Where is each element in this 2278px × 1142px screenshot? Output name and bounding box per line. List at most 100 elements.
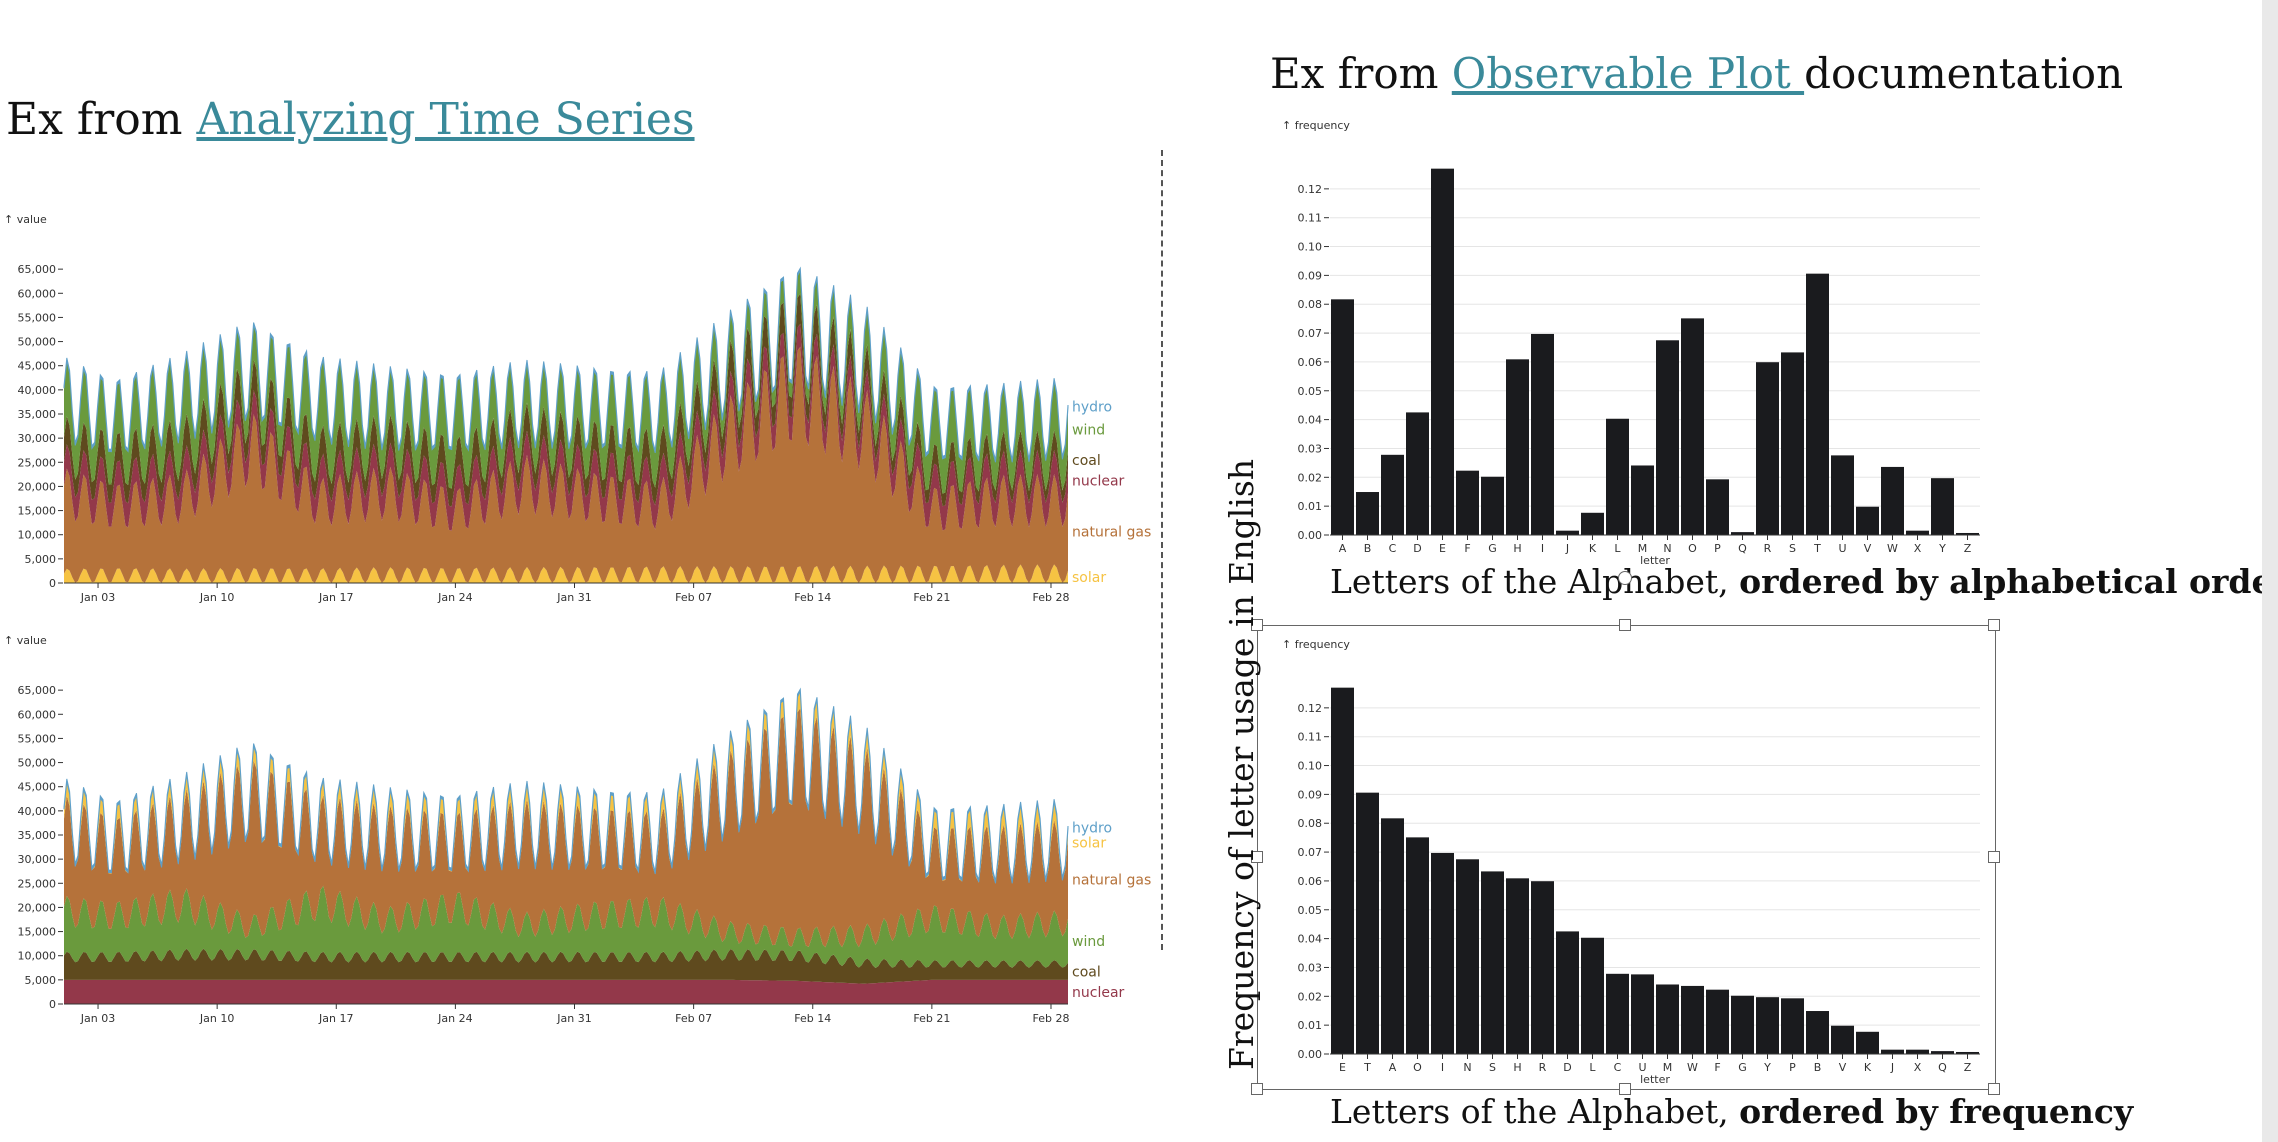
link-observable-plot[interactable]: Observable Plot [1451,49,1805,98]
x-tick-label-D: D [1413,542,1421,555]
x-tick-label-H: H [1513,1061,1521,1074]
caption-alphabetical: Letters of the Alphabet, ordered by alph… [1330,562,2278,602]
area-series-hydro [63,687,1069,884]
bar-H [1506,878,1529,1054]
area-series-nuclear [64,323,1068,531]
series-label-solar: solar [1072,570,1106,586]
series-label-hydro: hydro [1072,820,1112,836]
y-tick-label: 0.08 [1298,298,1323,311]
y-tick-label: 10,000 [18,950,57,963]
y-tick-label: 0.01 [1298,1019,1323,1032]
resize-handle-tr[interactable] [1988,619,2000,631]
x-tick-label: Jan 10 [199,591,234,604]
bar-V [1831,1025,1854,1054]
resize-handle-bl[interactable] [1251,1083,1263,1095]
x-tick-label-I: I [1541,542,1544,555]
heading-right-prefix: Ex from [1270,49,1452,98]
y-tick-label: 25,000 [18,877,57,890]
x-tick-label-W: W [1887,542,1898,555]
link-analyzing-time-series[interactable]: Analyzing Time Series [196,94,695,145]
y-tick-label: 50,000 [18,757,57,770]
bar-N [1456,859,1479,1054]
y-tick-label: 0.06 [1298,875,1323,888]
resize-handle-bm[interactable] [1619,1083,1631,1095]
y-tick-label: 40,000 [18,805,57,818]
y-tick-label: 30,000 [18,432,57,445]
x-tick-label: Jan 10 [199,1012,234,1025]
x-tick-label-Q: Q [1938,1061,1947,1074]
bar-P [1781,998,1804,1054]
bar-L [1606,418,1629,535]
x-tick-label-O: O [1688,542,1697,555]
area-series-nuclear [64,979,1068,1004]
y-axis-label: ↑ value [4,213,47,226]
caption-bottom-bold: ordered by frequency [1739,1092,2134,1131]
x-tick-label-K: K [1589,542,1597,555]
x-tick-label-Z: Z [1964,542,1972,555]
x-tick-label: Jan 17 [318,1012,353,1025]
area-series-wind [64,270,1068,494]
x-tick-label-I: I [1441,1061,1444,1074]
caption-top-bold: ordered by alphabetical order [1739,562,2278,601]
x-tick-label: Feb 07 [675,1012,712,1025]
y-tick-label: 0.10 [1298,760,1323,773]
bar-P [1706,479,1729,535]
bar-J [1556,530,1579,535]
bar-T [1806,273,1829,535]
bar-A [1331,299,1354,535]
x-tick-label-C: C [1389,542,1397,555]
bar-D [1556,931,1579,1054]
bar-A [1381,818,1404,1054]
x-tick-label: Jan 31 [556,1012,591,1025]
bar-K [1856,1031,1879,1054]
y-tick-label: 10,000 [18,529,57,542]
resize-handle-tl[interactable] [1251,619,1263,631]
y-tick-label: 0.12 [1298,702,1323,715]
x-tick-label-V: V [1864,542,1872,555]
area-series-coal [64,948,1068,984]
x-tick-label-B: B [1364,542,1372,555]
bar-D [1406,412,1429,535]
stacked-area-chart-1: ↑ value 0 5,000 10,000 15,000 20,000 25,000 30,… [4,213,1151,604]
bar-F [1706,989,1729,1054]
rotate-handle[interactable] [1618,571,1632,585]
y-tick-label: 30,000 [18,853,57,866]
resize-handle-ml[interactable] [1251,851,1263,863]
bar-U [1831,455,1854,535]
x-tick-label-Z: Z [1964,1061,1972,1074]
heading-left-prefix: Ex from [6,94,197,145]
x-tick-label-U: U [1638,1061,1646,1074]
bar-E [1331,687,1354,1054]
y-tick-label: 35,000 [18,408,57,421]
x-tick-label-A: A [1389,1061,1397,1074]
x-tick-label-G: G [1488,542,1497,555]
resize-handle-tm[interactable] [1619,619,1631,631]
bar-W [1881,466,1904,535]
bar-B [1806,1011,1829,1054]
bar-S [1481,871,1504,1054]
x-tick-label: Jan 24 [437,1012,472,1025]
x-tick-label-L: L [1589,1061,1596,1074]
y-tick-label: 55,000 [18,732,57,745]
y-tick-label: 65,000 [18,263,57,276]
resize-handle-mr[interactable] [1988,851,2000,863]
y-tick-label: 0 [49,998,56,1011]
x-tick-label-R: R [1539,1061,1547,1074]
series-label-hydro: hydro [1072,399,1112,415]
resize-handle-br[interactable] [1988,1083,2000,1095]
vertical-scrollbar[interactable] [2262,0,2278,1142]
bar-J [1881,1049,1904,1054]
y-tick-label: 40,000 [18,384,57,397]
x-tick-label-S: S [1789,542,1796,555]
x-tick-label-F: F [1714,1061,1720,1074]
y-tick-label: 65,000 [18,684,57,697]
bar-Y [1756,997,1779,1054]
x-tick-label-J: J [1565,542,1569,555]
x-tick-label-H: H [1513,542,1521,555]
x-tick-label: Jan 03 [80,591,115,604]
y-tick-label: 0.00 [1298,529,1323,542]
bar-Q [1931,1051,1954,1054]
series-label-natural-gas: natural gas [1072,873,1151,889]
selection-box[interactable] [1257,625,1996,1090]
series-label-coal: coal [1072,453,1101,469]
